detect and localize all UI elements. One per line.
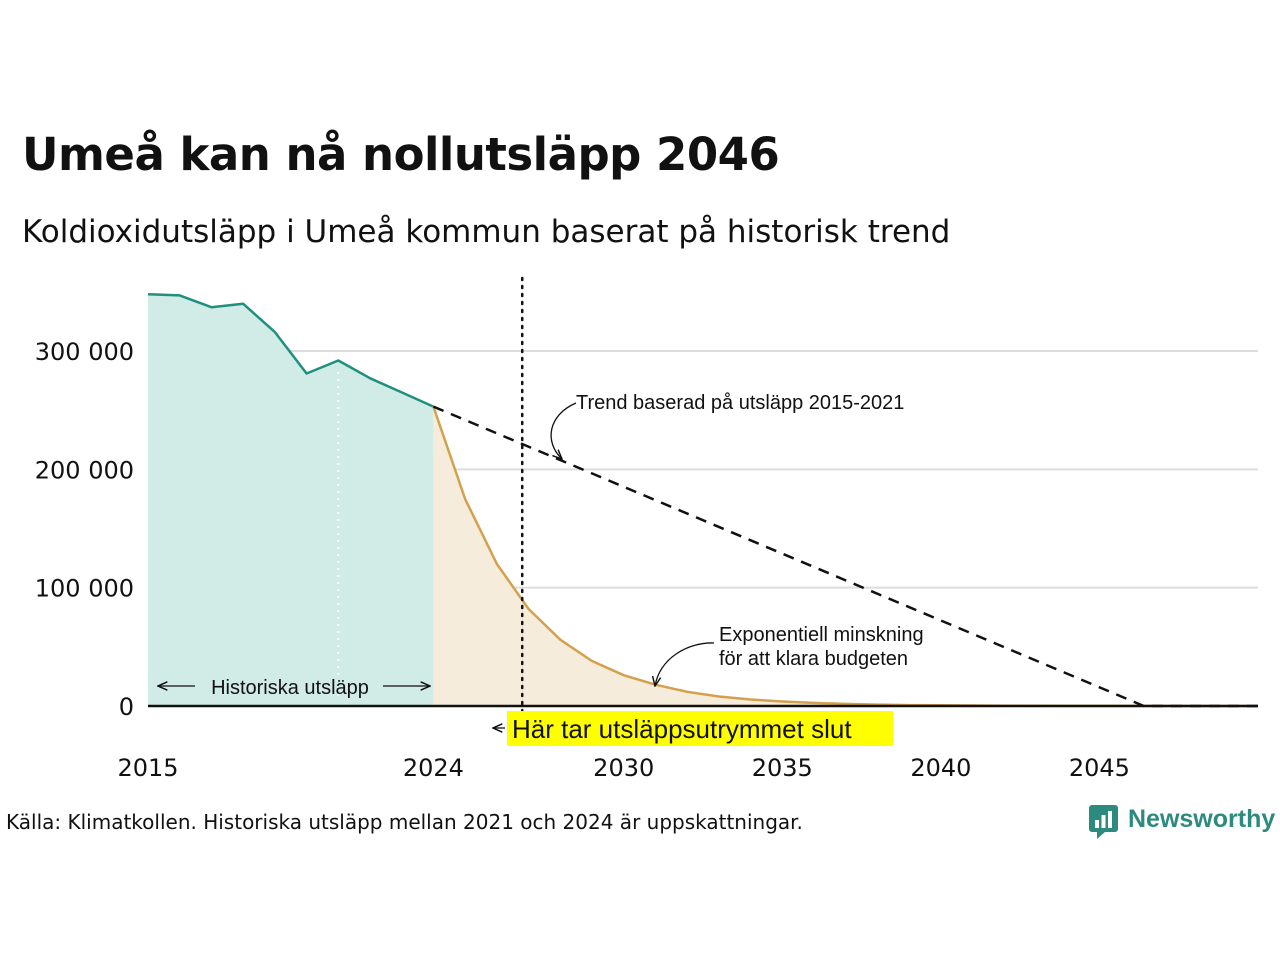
area-layer [148,294,1258,706]
newsworthy-logo-text: Newsworthy [1128,805,1276,833]
x-tick-label: 2024 [403,754,464,782]
axis-layer: 0 100 000 200 000 300 000 2015 2024 2030 2035 20… [35,338,1258,782]
y-tick-label: 300 000 [35,338,134,366]
historic-label: Historiska utsläpp [211,677,369,699]
emissions-chart: 0 100 000 200 000 300 000 2015 2024 2030 2035 20… [35,276,1258,782]
annotation-layer: Historiska utsläpp Trend baserad på utslä… [158,392,924,746]
budget-area [433,406,1258,706]
historic-line [147,292,434,408]
trend-label-arrow [550,402,577,459]
exp-label-line2: för att klara budgeten [719,648,908,670]
chart-subtitle: Koldioxidutsläpp i Umeå kommun baserat p… [22,214,951,250]
y-tick-label: 100 000 [35,575,134,603]
source-note: Källa: Klimatkollen. Historiska utsläpp … [6,810,803,834]
x-tick-label: 2045 [1069,754,1130,782]
y-tick-label: 0 [119,693,134,721]
trend-label: Trend baserad på utsläpp 2015-2021 [576,392,904,414]
historic-area [148,294,434,706]
x-tick-label: 2035 [752,754,813,782]
x-tick-label: 2015 [117,754,178,782]
marker-layer [337,276,524,747]
chart-title: Umeå kan nå nollutsläpp 2046 [22,128,780,181]
newsworthy-logo-icon [1089,805,1118,839]
exp-label-arrow [655,642,715,686]
newsworthy-logo: Newsworthy [1088,803,1275,843]
y-tick-label: 200 000 [35,456,134,484]
budget-end-label: Här tar utsläppsutrymmet slut [512,714,852,744]
x-tick-label: 2030 [593,754,654,782]
budget-end-highlight [507,711,893,746]
exp-label-line1: Exponentiell minskning [719,624,924,646]
x-tick-label: 2040 [910,754,971,782]
